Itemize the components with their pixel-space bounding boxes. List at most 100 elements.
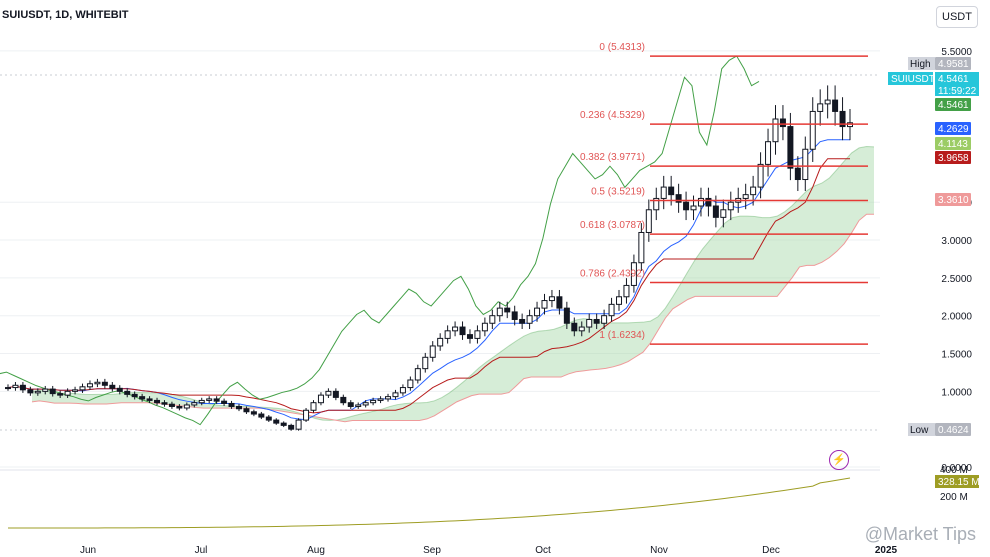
candle-body [750,186,757,196]
candle-body [630,262,637,286]
candle-body [332,390,339,398]
candle-body [131,393,138,398]
base-line [7,158,850,414]
level-tag-value: 4.1143 [938,139,968,150]
candle-body [697,197,704,207]
level-tag-value: 4.5461 [938,100,969,111]
candle-body [206,398,213,401]
candle-body [5,387,11,390]
candle-body [370,399,377,404]
time-tick-label: Sep [423,545,441,556]
candle-body [79,386,86,391]
candle-body [787,126,794,169]
candle-body [19,384,26,391]
volume-line [7,477,851,529]
candle-body [377,398,384,401]
bolt-icon[interactable]: ⚡ [829,450,849,470]
candle-body [385,396,392,400]
candle-body [295,419,302,430]
candle-body [168,403,175,407]
candle-body [638,231,645,264]
time-axis: Jun Jul Aug Sep Oct Nov Dec 2025 [80,545,898,556]
candle-body [280,422,287,426]
level-tag-value: 3.9658 [938,153,969,164]
candle-body [839,110,846,128]
candle-body [288,424,295,430]
candle-body [757,163,764,188]
candle-body [720,209,727,218]
candle-body [504,307,511,313]
candle-body [407,379,414,389]
price-tick-label: 2.5000 [941,274,972,285]
fib-label: 0 (5.4313) [599,42,645,53]
candle-body [653,197,660,211]
candle-body [221,400,228,404]
time-tick-label: 2025 [875,545,898,556]
candle-body [250,411,257,415]
candle-body [116,387,123,392]
candlestick-series [5,85,853,431]
high-tag-label: High [910,59,931,70]
volume-value: 328.15 M [938,477,980,488]
candle-body [347,402,354,407]
candle-body [27,389,34,394]
candle-body [72,389,79,392]
candle-body [154,399,161,404]
candle-body [86,383,93,388]
candle-body [414,368,421,381]
time-tick-label: Aug [307,545,325,556]
candle-body [593,318,600,324]
candle-body [660,186,667,199]
candle-body [124,390,131,395]
candle-body [548,296,555,302]
candle-body [563,307,570,324]
lagging-span [0,55,760,426]
candle-body [668,186,675,196]
candle-body [101,381,108,386]
fib-label: 0.5 (3.5219) [591,187,645,198]
fibonacci-retracement: 0 (5.4313) 0.236 (4.5329) 0.382 (3.9771) 0.… [580,42,868,345]
price-tick-label: 2.0000 [941,312,972,323]
volume-tick-label: 400 M [940,465,968,476]
candle-body [355,404,362,407]
candle-body [496,307,503,317]
candle-body [772,118,779,143]
price-symbol: SUIUSDT [891,74,935,85]
price-tick-label: 1.0000 [941,387,972,398]
candle-body [519,318,526,324]
time-tick-label: Dec [762,545,780,556]
candle-body [571,322,578,332]
candle-body [139,396,146,400]
currency-button[interactable]: USDT [936,6,978,28]
candle-body [422,356,429,370]
price-axis: 5.50003.50003.00002.50002.00001.50001.00… [888,47,979,474]
symbol-title[interactable]: SUIUSDT, 1D, WHITEBIT [2,9,129,21]
price-countdown: 11:59:22 [938,86,977,97]
candle-body [258,413,265,418]
price-tick-label: 3.0000 [941,236,972,247]
candle-body [556,296,563,309]
candle-body [399,387,406,394]
cloud-area [32,146,874,422]
candle-body [712,205,719,218]
candle-body [94,381,101,385]
candle-body [57,393,64,396]
candle-body [832,99,839,112]
level-tag-bg [935,122,971,135]
candle-body [578,326,585,332]
watermark-logo-icon: @Market Tips [865,524,976,545]
candle-body [511,311,518,320]
candle-body [474,330,481,339]
candle-body [779,118,786,128]
level-tag-bg [935,98,971,111]
candle-body [325,390,332,396]
candle-body [742,194,749,199]
candle-body [608,303,615,317]
candle-body [765,141,772,165]
candle-body [429,345,436,358]
candle-body [176,405,183,409]
candle-body [34,390,41,394]
candle-body [675,194,682,203]
